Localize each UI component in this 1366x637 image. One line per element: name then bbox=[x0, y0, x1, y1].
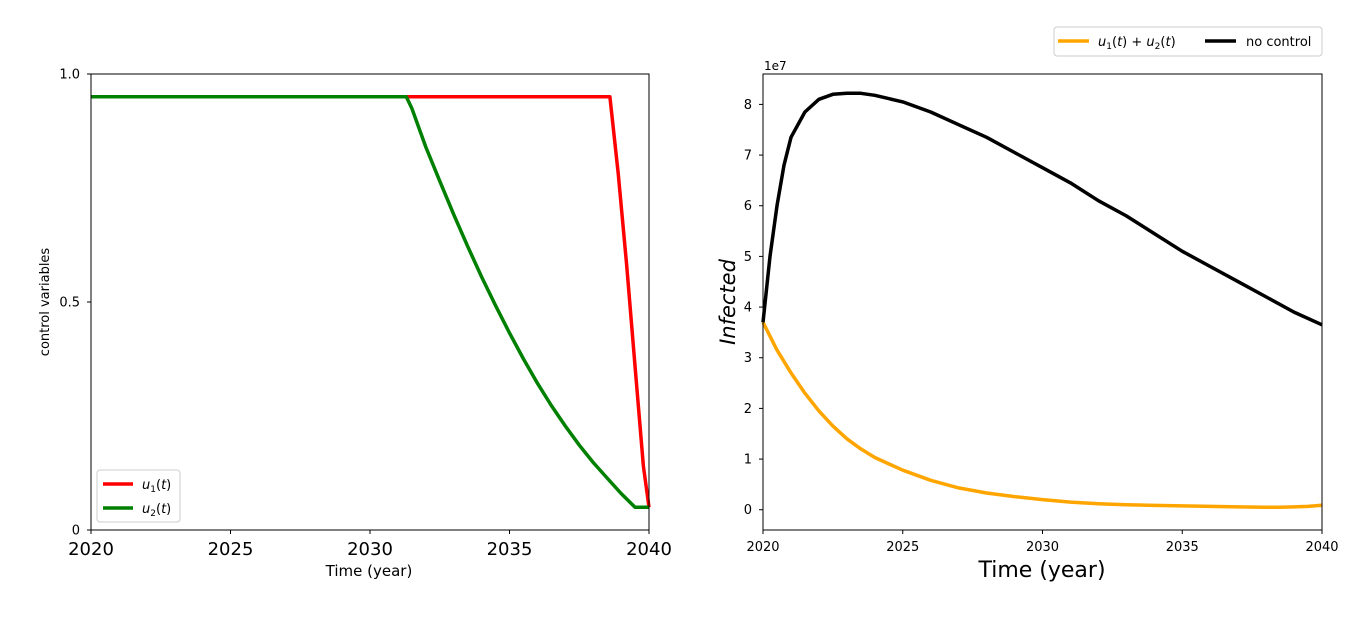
right-plot-frame bbox=[762, 73, 1323, 531]
left-series-line-1 bbox=[91, 95, 651, 508]
legend-u1u2-label: u1(t) + u2(t) bbox=[1098, 35, 1176, 52]
left-x-tick-label: 2020 bbox=[68, 539, 114, 560]
right-y-tick-label: 4 bbox=[744, 301, 752, 316]
right-x-axis-label: Time (year) bbox=[977, 558, 1105, 583]
infected-panel: 2020 2025 2030 2035 2040 0 1 2 3 4 5 6 7 8 1e7 Time (… bbox=[716, 26, 1339, 583]
left-plot-frame bbox=[90, 73, 650, 531]
right-y-tick-label: 6 bbox=[744, 199, 752, 214]
right-y-scale-label: 1e7 bbox=[764, 59, 787, 73]
right-legend-box bbox=[1053, 26, 1323, 57]
legend-no-control-label: no control bbox=[1246, 35, 1311, 50]
right-y-tick-label: 3 bbox=[744, 351, 752, 366]
legend-u1-label: u1(t) bbox=[142, 478, 171, 495]
right-x-tick-label: 2040 bbox=[1305, 540, 1338, 555]
left-x-tick-label: 2025 bbox=[208, 539, 254, 560]
right-series-line-2 bbox=[761, 91, 1323, 327]
right-y-tick-label: 0 bbox=[744, 503, 752, 518]
left-x-axis-label: Time (year) bbox=[325, 562, 413, 580]
left-y-tick-label: 1.0 bbox=[59, 68, 80, 83]
right-legend: u1(t) + u2(t) no control bbox=[1053, 26, 1323, 57]
right-y-tick-label: 2 bbox=[744, 402, 752, 417]
left-x-tick-label: 2030 bbox=[347, 539, 393, 560]
right-x-tick-label: 2025 bbox=[886, 540, 919, 555]
left-legend: u1(t) u2(t) bbox=[96, 469, 181, 523]
right-y-axis-label: Infected bbox=[716, 258, 740, 345]
left-series-line-2 bbox=[91, 95, 649, 509]
left-y-axis-label: control variables bbox=[38, 248, 53, 357]
right-y-tick-label: 5 bbox=[744, 250, 752, 265]
left-y-tick-label: 0.5 bbox=[59, 296, 80, 311]
right-x-tick-label: 2020 bbox=[746, 540, 779, 555]
legend-u2-label: u2(t) bbox=[142, 502, 171, 519]
right-y-tick-label: 1 bbox=[744, 453, 752, 468]
left-y-tick-label: 0 bbox=[72, 524, 80, 539]
left-x-tick-label: 2040 bbox=[626, 539, 672, 560]
left-x-tick-label: 2035 bbox=[487, 539, 533, 560]
right-y-tick-label: 8 bbox=[744, 98, 752, 113]
right-x-tick-label: 2030 bbox=[1026, 540, 1059, 555]
right-series-line-1 bbox=[761, 321, 1323, 509]
right-y-tick-label: 7 bbox=[744, 149, 752, 164]
right-x-tick-label: 2035 bbox=[1166, 540, 1199, 555]
